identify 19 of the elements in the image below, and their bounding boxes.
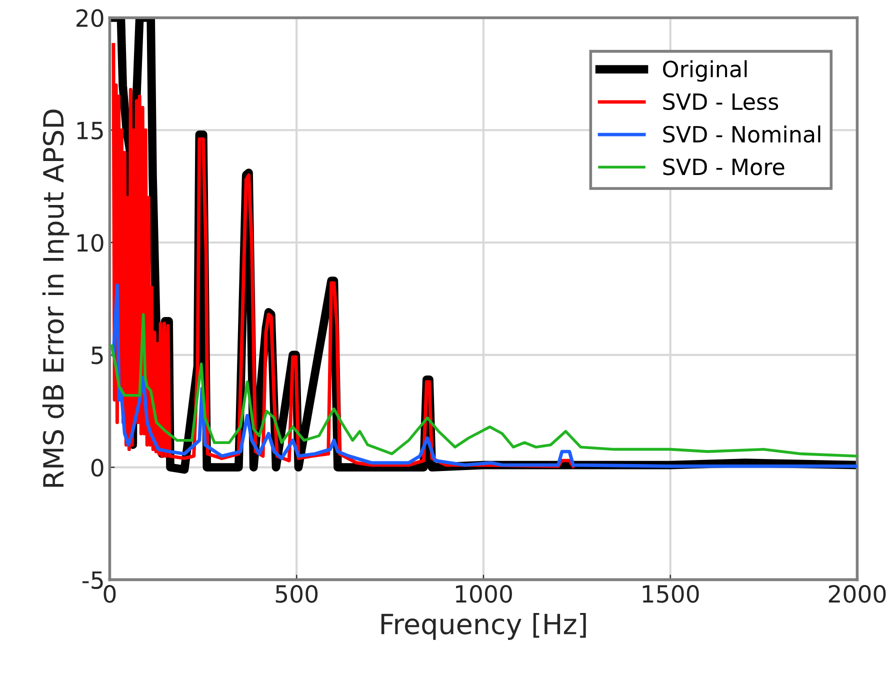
y-tick-label: -5: [82, 571, 103, 590]
line-series: [112, 283, 858, 468]
y-tick-label: 0: [91, 458, 104, 477]
x-tick-label: 1000: [456, 584, 512, 603]
x-axis-title: Frequency [Hz]: [381, 612, 586, 640]
x-tick-label: 2000: [828, 584, 886, 603]
legend-label: SVD - More: [663, 158, 784, 176]
line-series: [110, 313, 858, 458]
y-axis-title: RMS dB Error in Input APSD: [42, 110, 70, 487]
x-tick-label: 0: [104, 584, 116, 603]
x-tick-label: 500: [276, 584, 318, 603]
legend-label: SVD - Nominal: [663, 125, 820, 143]
y-tick-label: 10: [77, 234, 104, 252]
y-tick-label: 15: [77, 122, 103, 140]
legend-label: Original: [663, 60, 747, 82]
x-tick-label: 1500: [642, 584, 699, 603]
legend-label: SVD - Less: [663, 93, 778, 110]
y-tick-label: 5: [92, 346, 103, 364]
y-tick-label: 20: [76, 9, 104, 28]
